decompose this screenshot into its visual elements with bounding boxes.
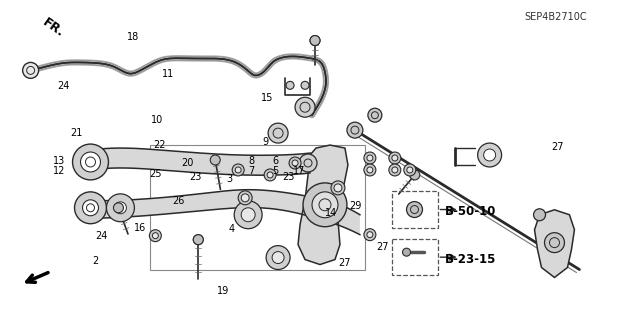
Text: 7: 7 <box>248 166 254 176</box>
Circle shape <box>238 191 252 205</box>
Circle shape <box>347 122 363 138</box>
Circle shape <box>301 81 309 89</box>
Circle shape <box>22 63 38 78</box>
Circle shape <box>289 157 301 169</box>
Circle shape <box>234 201 262 229</box>
Text: 5: 5 <box>272 166 278 176</box>
Circle shape <box>364 164 376 176</box>
Text: 9: 9 <box>262 137 269 147</box>
Circle shape <box>310 35 320 46</box>
Text: 19: 19 <box>217 286 229 296</box>
Circle shape <box>367 232 373 238</box>
Text: 27: 27 <box>338 258 351 268</box>
Circle shape <box>310 35 320 46</box>
Circle shape <box>303 183 347 227</box>
Text: 11: 11 <box>162 69 174 79</box>
Text: FR.: FR. <box>40 16 67 40</box>
Text: 20: 20 <box>181 158 193 168</box>
Text: 27: 27 <box>376 242 389 252</box>
Text: 17: 17 <box>293 166 306 176</box>
Bar <box>392 191 438 228</box>
Bar <box>150 145 365 270</box>
Circle shape <box>534 209 545 221</box>
Polygon shape <box>81 190 360 235</box>
Text: B-50-10: B-50-10 <box>445 205 496 219</box>
Text: 13: 13 <box>53 156 65 166</box>
Circle shape <box>312 192 338 218</box>
Circle shape <box>404 164 416 176</box>
Circle shape <box>286 81 294 89</box>
Circle shape <box>106 194 134 222</box>
Text: 15: 15 <box>262 93 274 103</box>
Text: SEP4B2710C: SEP4B2710C <box>524 11 587 22</box>
Circle shape <box>392 155 398 161</box>
Circle shape <box>193 235 204 245</box>
Text: 24: 24 <box>95 231 108 241</box>
Circle shape <box>81 152 100 172</box>
Circle shape <box>241 208 255 222</box>
Circle shape <box>83 200 99 216</box>
Circle shape <box>368 108 382 122</box>
Text: 4: 4 <box>229 224 235 234</box>
Circle shape <box>407 167 413 173</box>
Circle shape <box>232 164 244 176</box>
Text: 26: 26 <box>172 196 184 206</box>
Polygon shape <box>81 148 310 175</box>
Text: 25: 25 <box>149 169 161 179</box>
Circle shape <box>268 123 288 143</box>
Circle shape <box>74 192 106 224</box>
Circle shape <box>264 169 276 181</box>
Circle shape <box>545 233 564 253</box>
Circle shape <box>389 152 401 164</box>
Polygon shape <box>298 145 348 264</box>
Polygon shape <box>534 210 575 278</box>
Text: 2: 2 <box>92 256 99 266</box>
Circle shape <box>389 164 401 176</box>
Circle shape <box>272 252 284 263</box>
Circle shape <box>267 172 273 178</box>
Circle shape <box>477 143 502 167</box>
Circle shape <box>292 160 298 166</box>
Circle shape <box>115 202 127 214</box>
Bar <box>392 239 438 275</box>
Circle shape <box>403 248 410 256</box>
Text: 29: 29 <box>349 201 362 211</box>
Circle shape <box>392 167 398 173</box>
Text: 21: 21 <box>70 128 82 137</box>
Circle shape <box>295 97 315 117</box>
Circle shape <box>149 230 161 241</box>
Text: 23: 23 <box>189 172 202 182</box>
Circle shape <box>193 235 204 245</box>
Circle shape <box>484 149 495 161</box>
Circle shape <box>364 152 376 164</box>
Text: 23: 23 <box>282 172 294 182</box>
Circle shape <box>152 233 158 239</box>
Circle shape <box>331 181 345 195</box>
Circle shape <box>72 144 108 180</box>
Text: 16: 16 <box>134 223 146 233</box>
Text: 18: 18 <box>127 32 140 42</box>
Text: 3: 3 <box>227 174 232 183</box>
Text: 27: 27 <box>551 142 564 152</box>
Circle shape <box>113 203 124 213</box>
Text: 14: 14 <box>325 209 338 219</box>
Circle shape <box>367 167 373 173</box>
Circle shape <box>235 167 241 173</box>
Circle shape <box>410 170 420 180</box>
Text: 24: 24 <box>57 81 70 92</box>
Text: 8: 8 <box>248 156 254 166</box>
Circle shape <box>241 194 249 202</box>
Circle shape <box>210 155 220 165</box>
Circle shape <box>367 155 373 161</box>
Circle shape <box>266 246 290 270</box>
Text: 10: 10 <box>151 115 163 125</box>
Text: 22: 22 <box>153 140 165 150</box>
Text: 6: 6 <box>272 156 278 166</box>
Circle shape <box>299 154 317 172</box>
Text: 12: 12 <box>53 166 66 176</box>
Text: B-23-15: B-23-15 <box>445 253 496 266</box>
Circle shape <box>364 229 376 241</box>
Circle shape <box>334 184 342 192</box>
Circle shape <box>406 202 422 218</box>
